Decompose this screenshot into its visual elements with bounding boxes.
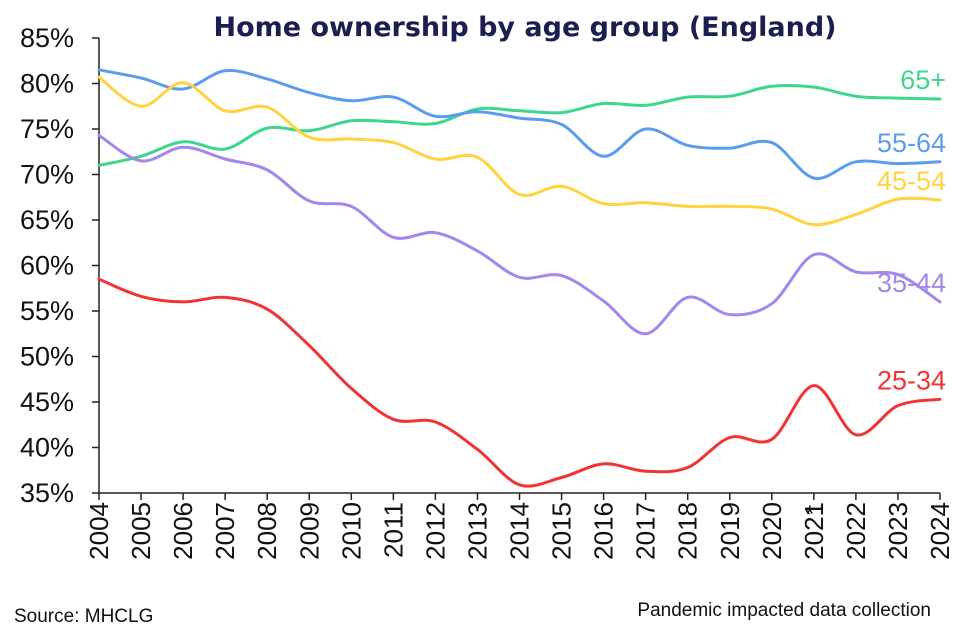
x-tick-label: 2010: [336, 502, 366, 560]
source-note: Source: MHCLG: [14, 606, 153, 627]
x-tick-label: 2021: [799, 502, 829, 560]
y-tick-label: 35%: [20, 478, 74, 508]
x-tick-label: 2017: [631, 502, 661, 560]
x-tick-label: 2005: [126, 502, 156, 560]
x-tick-label: 2015: [547, 502, 577, 560]
y-tick-label: 80%: [20, 69, 74, 99]
series-line-25-34: [97, 277, 942, 488]
y-tick-label: 75%: [20, 114, 74, 144]
y-tick-label: 85%: [20, 23, 74, 53]
x-tick-label: 2020: [757, 502, 787, 560]
x-tick-label: 2006: [168, 502, 198, 560]
x-tick-label: 2024: [925, 502, 955, 560]
series-label-25-34: 25-34: [877, 365, 946, 395]
x-tick-label: 2014: [505, 502, 535, 560]
x-axis-ticks: 2004 2005 2006 2007 2008 2009 2010 2011 2012 2013…: [84, 493, 955, 560]
x-tick-label: 2013: [462, 502, 492, 560]
series-line-45-54: [97, 75, 942, 227]
y-axis-ticks: 35% 40% 45% 50% 55% 60% 65% 70% 75% 80% 85%: [20, 23, 99, 508]
y-tick-label: 60%: [20, 251, 74, 281]
x-tick-label: 2016: [589, 502, 619, 560]
x-tick-label: 2018: [673, 502, 703, 560]
x-tick-label: 2012: [420, 502, 450, 560]
y-tick-label: 50%: [20, 342, 74, 372]
y-tick-label: 55%: [20, 296, 74, 326]
series-labels: 65+ 55-64 45-54 35-44 25-34: [877, 65, 946, 395]
x-tick-label: 2004: [84, 502, 114, 560]
x-tick-label: 2009: [294, 502, 324, 560]
x-tick-label: 2019: [715, 502, 745, 560]
series-label-35-44: 35-44: [877, 268, 946, 298]
series-label-45-54: 45-54: [877, 166, 946, 196]
pandemic-marker: *: [805, 501, 814, 528]
y-tick-label: 70%: [20, 160, 74, 190]
y-tick-label: 40%: [20, 433, 74, 463]
x-tick-label: 2023: [883, 502, 913, 560]
series-label-55-64: 55-64: [877, 128, 946, 158]
x-tick-label: 2007: [210, 502, 240, 560]
y-tick-label: 45%: [20, 387, 74, 417]
series-line-55-64: [97, 68, 942, 180]
series-line-65: [97, 83, 942, 167]
y-tick-label: 65%: [20, 205, 74, 235]
x-tick-label: 2008: [252, 502, 282, 560]
x-tick-label: 2011: [378, 502, 408, 558]
pandemic-footnote: Pandemic impacted data collection: [637, 600, 931, 621]
chart-title: Home ownership by age group (England): [213, 12, 836, 43]
series-line-35-44: [97, 133, 942, 336]
series-label-65: 65+: [900, 65, 946, 95]
x-tick-label: 2022: [841, 502, 871, 560]
series-lines: [97, 68, 942, 488]
